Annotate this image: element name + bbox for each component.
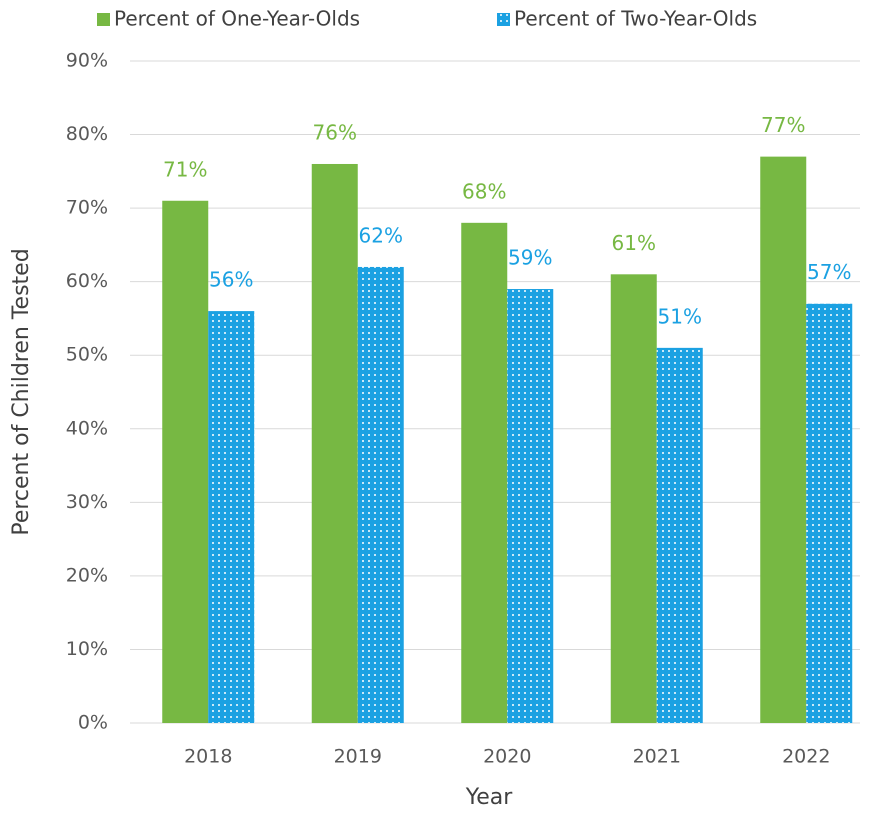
bar [357, 266, 404, 723]
bar [311, 163, 358, 723]
y-tick-label: 0% [78, 712, 108, 734]
bar [610, 274, 657, 723]
value-label: 68% [462, 179, 506, 203]
bar [806, 303, 853, 723]
y-tick-label: 90% [66, 50, 108, 72]
bar [461, 222, 508, 724]
bar [507, 289, 554, 723]
x-tick-label: 2019 [334, 746, 382, 768]
y-tick-label: 50% [66, 344, 108, 366]
x-tick-label: 2021 [633, 746, 681, 768]
y-tick-label: 80% [66, 123, 108, 145]
legend-swatch [97, 13, 110, 26]
y-tick-label: 60% [66, 270, 108, 292]
bar [162, 200, 209, 723]
legend-label: Percent of One-Year-Olds [114, 7, 360, 31]
value-label: 62% [359, 223, 403, 247]
legend-label: Percent of Two-Year-Olds [514, 7, 757, 31]
y-tick-label: 40% [66, 417, 108, 439]
value-label: 57% [807, 260, 851, 284]
value-label: 61% [612, 231, 656, 255]
value-label: 77% [761, 113, 805, 137]
x-tick-label: 2020 [483, 746, 531, 768]
bar [208, 311, 255, 723]
y-tick-label: 70% [66, 197, 108, 219]
bar [656, 347, 703, 723]
x-tick-label: 2022 [782, 746, 830, 768]
y-tick-label: 30% [66, 491, 108, 513]
value-label: 51% [658, 304, 702, 328]
bar [760, 156, 807, 724]
x-tick-label: 2018 [184, 746, 232, 768]
y-axis-title: Percent of Children Tested [9, 248, 34, 535]
value-label: 71% [163, 157, 207, 181]
legend-swatch [497, 13, 510, 26]
value-label: 59% [508, 246, 552, 270]
x-axis-title: Year [465, 785, 514, 810]
y-tick-label: 10% [66, 638, 108, 660]
y-tick-label: 20% [66, 564, 108, 586]
value-label: 76% [313, 120, 357, 144]
value-label: 56% [209, 268, 253, 292]
